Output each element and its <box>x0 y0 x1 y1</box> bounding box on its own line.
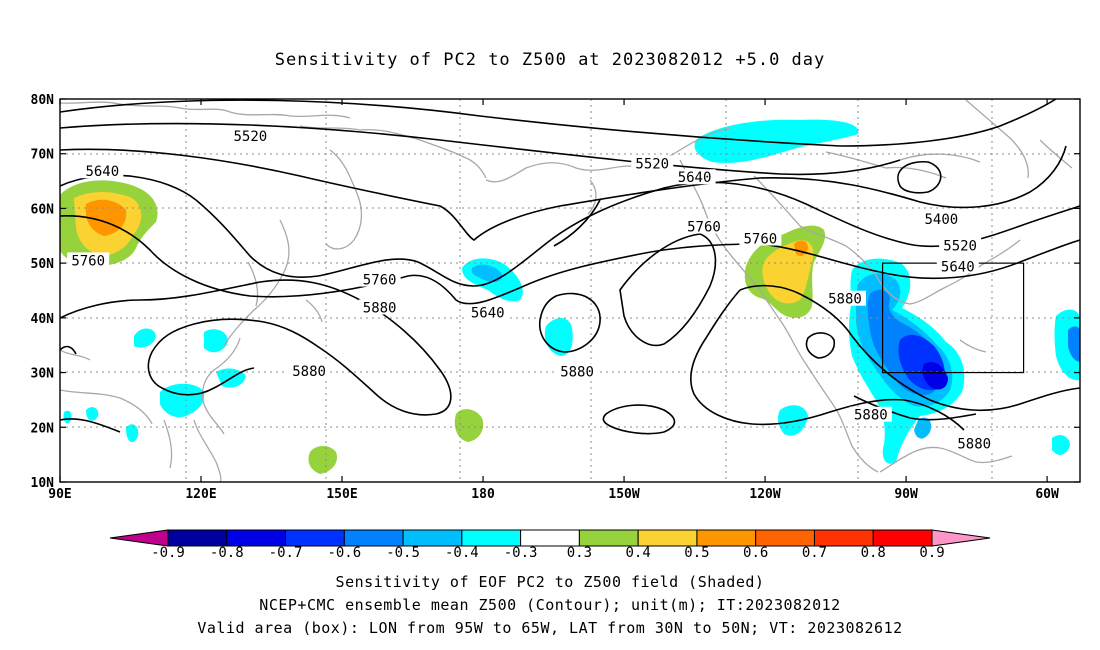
contour-label-bg <box>358 271 401 287</box>
axis-ticks <box>59 98 1080 483</box>
colorbar-min-arrow <box>109 529 169 547</box>
contour-label: 5520 <box>635 157 669 173</box>
colorbar-segment <box>167 529 228 547</box>
lon-label: 60W <box>1035 487 1059 502</box>
lat-label: 70N <box>31 148 55 163</box>
colorbar-segment <box>343 529 404 547</box>
colorbar-segment <box>696 529 757 547</box>
contour-labels: 5520 5640 5760 5520 5640 5760 5880 5640 5760 5760… <box>67 128 996 453</box>
contour-label: 5640 <box>85 164 119 180</box>
lon-axis-labels: 90E 120E 150E 180 150W 120W 90W 60W <box>48 487 1059 502</box>
contour-label-bg <box>739 230 782 246</box>
lat-label: 10N <box>31 476 55 491</box>
colorbar-label: 0.3 <box>567 545 592 561</box>
contour-label: 5880 <box>828 292 862 308</box>
map-frame <box>59 98 1081 483</box>
colorbar-label: 0.7 <box>802 545 827 561</box>
contour-label: 5880 <box>292 364 326 380</box>
contour-label-bg <box>673 169 716 185</box>
contour-label: 5760 <box>363 273 397 289</box>
colorbar-segment <box>755 529 815 547</box>
lon-label: 90E <box>48 487 71 502</box>
lon-label: 150E <box>326 487 357 502</box>
colorbar-label: -0.5 <box>386 545 420 561</box>
contour-label-bg <box>682 218 725 234</box>
contour-label: 5640 <box>678 170 712 186</box>
colorbar-segment <box>461 529 522 547</box>
colorbar-label: 0.9 <box>919 545 944 561</box>
lat-label: 20N <box>31 421 55 436</box>
lon-label: 120E <box>185 487 216 502</box>
lon-label: 90W <box>894 487 918 502</box>
contour-label-bg <box>67 252 110 268</box>
z500-contours <box>60 99 1080 435</box>
colorbar-label: -0.7 <box>269 545 303 561</box>
colorbar-label: -0.3 <box>504 545 538 561</box>
colorbar-segment <box>285 529 345 547</box>
contour-label-bg <box>466 304 509 320</box>
contour-label-bg <box>936 258 979 274</box>
contour-label-bg <box>81 163 124 179</box>
colorbar-label: -0.6 <box>327 545 361 561</box>
page-title: Sensitivity of PC2 to Z500 at 2023082012… <box>274 50 826 70</box>
colorbar-label: -0.4 <box>445 545 479 561</box>
sensitivity-shading <box>60 119 1080 474</box>
colorbar <box>109 529 991 547</box>
contour-label: 5880 <box>854 408 888 424</box>
lat-label: 40N <box>31 312 55 327</box>
contour-label: 5880 <box>560 364 594 380</box>
colorbar-max-arrow <box>931 529 991 547</box>
contour-label-bg <box>849 406 892 422</box>
contour-label: 5760 <box>744 232 778 248</box>
colorbar-segment <box>872 529 933 547</box>
contour-label: 5640 <box>471 305 505 321</box>
caption-contour: NCEP+CMC ensemble mean Z500 (Contour); u… <box>259 596 841 614</box>
colorbar-label: -0.8 <box>210 545 244 561</box>
contour-label: 5760 <box>687 219 721 235</box>
contour-label-bg <box>920 210 963 226</box>
contour-label-bg <box>823 290 866 306</box>
colorbar-segment <box>226 529 287 547</box>
contour-label: 5880 <box>957 437 991 453</box>
colorbar-label: 0.4 <box>626 545 651 561</box>
colorbar-label: 0.8 <box>861 545 886 561</box>
contour-label-bg <box>288 362 331 378</box>
caption-valid-area: Valid area (box): LON from 95W to 65W, L… <box>197 619 903 637</box>
lat-axis-labels: 80N 70N 60N 50N 40N 30N 20N 10N <box>31 93 55 491</box>
contour-label-bg <box>939 237 982 253</box>
lon-label: 150W <box>608 487 639 502</box>
caption-shading: Sensitivity of EOF PC2 to Z500 field (Sh… <box>335 573 765 591</box>
contour-label: 5880 <box>363 300 397 316</box>
contour-label-bg <box>953 435 996 451</box>
contour-label: 5400 <box>924 212 958 228</box>
lon-label: 180 <box>471 487 495 502</box>
contour-label: 5640 <box>941 259 975 275</box>
contour-label: 5520 <box>943 239 977 255</box>
colorbar-labels: -0.9 -0.8 -0.7 -0.6 -0.5 -0.4 -0.3 0.3 0.4 0.5 0.6… <box>151 545 945 561</box>
lat-label: 80N <box>31 93 55 108</box>
contour-label: 5520 <box>234 129 268 145</box>
lat-label: 60N <box>31 202 55 217</box>
colorbar-label: 0.6 <box>743 545 768 561</box>
colorbar-label: 0.5 <box>684 545 709 561</box>
colorbar-segment <box>402 529 463 547</box>
contour-label-bg <box>358 299 401 315</box>
colorbar-segment <box>520 529 580 547</box>
contour-label-bg <box>556 363 599 379</box>
lat-label: 50N <box>31 257 55 272</box>
colorbar-segment <box>813 529 874 547</box>
colorbar-segment <box>637 529 698 547</box>
lon-label: 120W <box>749 487 780 502</box>
contour-label-bg <box>631 155 674 171</box>
contour-label-bg <box>229 128 272 144</box>
colorbar-label: -0.9 <box>151 545 185 561</box>
colorbar-segment <box>578 529 639 547</box>
lat-label: 30N <box>31 367 55 382</box>
contour-label: 5760 <box>71 253 105 269</box>
